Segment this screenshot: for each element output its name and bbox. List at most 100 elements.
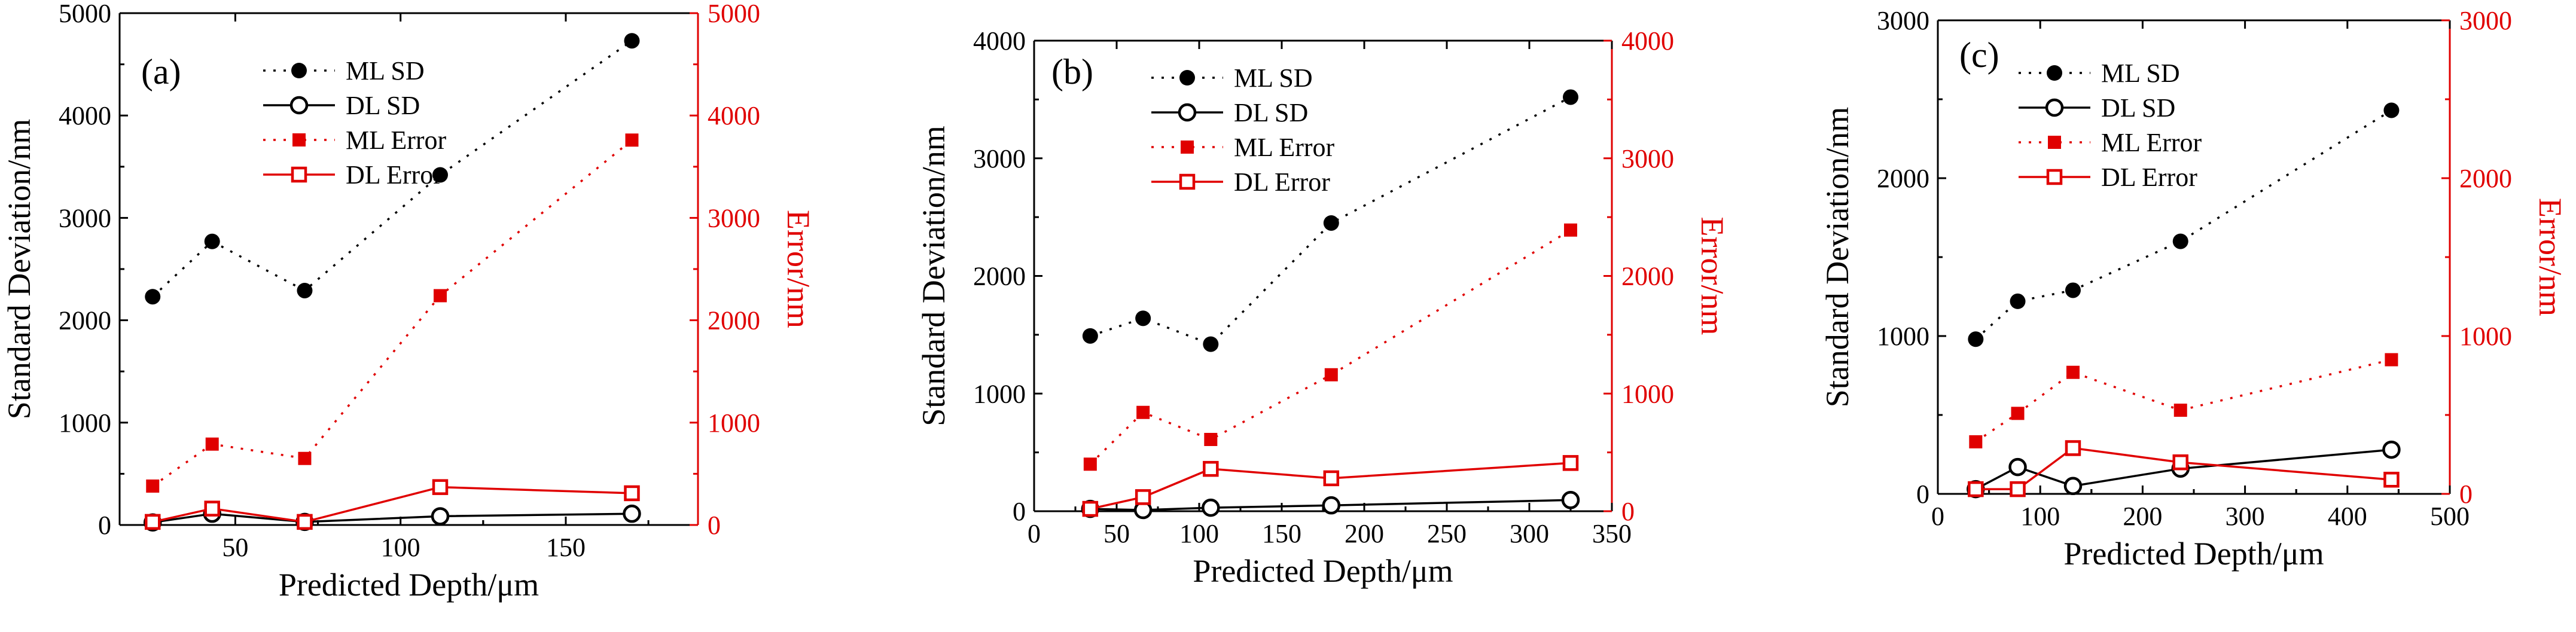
- legend-marker: [2048, 136, 2061, 149]
- data-point-ml-error: [1136, 405, 1150, 419]
- x-tick-label: 150: [546, 533, 586, 562]
- data-point-ml-sd: [1135, 310, 1151, 326]
- x-axis-title: Predicted Depth/μm: [1193, 553, 1453, 589]
- legend-label: DL Error: [346, 160, 442, 190]
- x-tick-label: 50: [222, 533, 248, 562]
- data-point-ml-sd: [2065, 282, 2081, 298]
- legend-marker: [291, 63, 307, 78]
- data-point-ml-sd: [204, 233, 220, 249]
- y-tick-label-left: 2000: [1877, 164, 1929, 193]
- data-point-ml-error: [2011, 407, 2025, 420]
- y-tick-label-left: 4000: [59, 101, 111, 130]
- data-point-dl-error: [432, 479, 449, 495]
- data-point-ml-sd: [145, 289, 161, 305]
- series-line-ml-error: [1089, 229, 1571, 465]
- data-point-dl-error: [2172, 454, 2188, 471]
- y-tick-label-right: 2000: [708, 306, 760, 335]
- data-point-dl-sd: [1202, 498, 1220, 517]
- legend-marker: [2047, 65, 2062, 81]
- legend-label: DL SD: [1234, 98, 1308, 127]
- data-point-ml-error: [1969, 435, 1983, 448]
- data-point-dl-sd: [1561, 491, 1580, 509]
- legend-marker: [2045, 98, 2064, 117]
- chart-panel-a: 50 100 150 0 0 1000 1000 2000 2000 3000 3000 4000 40…: [1, 0, 816, 603]
- data-point-ml-error: [625, 133, 639, 147]
- y-tick-label-left: 2000: [59, 306, 111, 335]
- y-axis-title-left: Standard Deviation/nm: [1, 119, 37, 419]
- data-point-ml-sd: [432, 167, 448, 183]
- data-point-dl-error: [1562, 455, 1579, 471]
- y-tick-label-right: 0: [2459, 480, 2473, 509]
- legend-label: ML Error: [346, 126, 447, 155]
- x-tick-label: 150: [1262, 519, 1301, 548]
- y-tick-label-left: 3000: [59, 203, 111, 233]
- x-tick-label: 400: [2328, 502, 2367, 531]
- x-tick-label: 500: [2430, 502, 2470, 531]
- data-point-dl-error: [624, 485, 640, 502]
- x-tick-label: 0: [1931, 502, 1944, 531]
- legend-marker: [292, 133, 306, 146]
- data-point-dl-error: [204, 500, 220, 517]
- legend-label: ML SD: [1234, 63, 1313, 93]
- data-point-ml-error: [205, 437, 219, 451]
- legend-label: DL SD: [346, 91, 420, 120]
- data-point-dl-sd: [1322, 496, 1341, 515]
- x-tick-label: 100: [381, 533, 420, 562]
- legend-label: ML Error: [1234, 133, 1335, 162]
- data-point-ml-error: [1204, 432, 1218, 446]
- legend: ML SD DL SD ML Error DL Error: [263, 56, 447, 190]
- data-point-dl-error: [1082, 500, 1099, 517]
- data-point-dl-error: [1203, 460, 1219, 477]
- data-point-ml-error: [2066, 365, 2080, 379]
- y-tick-label-right: 2000: [2459, 164, 2512, 193]
- data-point-dl-sd: [2382, 440, 2401, 459]
- y-tick-label-left: 3000: [1877, 6, 1929, 35]
- y-axis-title-right: Error/nm: [781, 210, 816, 328]
- data-point-dl-error: [2065, 440, 2081, 456]
- y-tick-label-left: 1000: [1877, 322, 1929, 351]
- x-tick-label: 0: [1028, 519, 1041, 548]
- legend-label: ML SD: [346, 56, 425, 86]
- y-tick-label-right: 3000: [708, 203, 760, 233]
- panel-label: (c): [1959, 35, 1999, 75]
- y-tick-label-right: 1000: [1621, 379, 1674, 408]
- legend-label: DL Error: [1234, 167, 1330, 197]
- legend: ML SD DL SD ML Error DL Error: [2019, 59, 2202, 192]
- y-tick-label-right: 0: [1621, 497, 1635, 526]
- legend-marker: [1179, 173, 1196, 190]
- y-tick-label-left: 0: [1013, 497, 1026, 526]
- x-axis-title: Predicted Depth/μm: [279, 567, 539, 603]
- series-line-dl-error: [152, 486, 632, 523]
- y-tick-label-right: 4000: [1621, 26, 1674, 56]
- x-tick-label: 250: [1427, 519, 1467, 548]
- y-tick-label-right: 1000: [2459, 322, 2512, 351]
- y-axis-title-right: Error/nm: [2532, 198, 2568, 316]
- data-point-ml-sd: [2383, 102, 2400, 118]
- x-tick-label: 200: [1345, 519, 1384, 548]
- data-point-dl-sd: [2063, 477, 2083, 496]
- series-line-ml-error: [1975, 358, 2392, 443]
- data-point-ml-sd: [1968, 331, 1984, 347]
- x-tick-label: 300: [2226, 502, 2265, 531]
- legend-label: DL SD: [2101, 93, 2175, 123]
- y-tick-label-right: 3000: [2459, 6, 2512, 35]
- data-point-dl-error: [297, 514, 313, 530]
- legend-marker: [2046, 169, 2063, 185]
- data-point-ml-error: [433, 289, 447, 303]
- y-tick-label-right: 0: [708, 511, 721, 540]
- data-point-ml-sd: [1203, 336, 1219, 352]
- series-line-dl-sd: [153, 512, 632, 524]
- x-tick-label: 100: [2020, 502, 2060, 531]
- data-point-dl-error: [1323, 470, 1340, 487]
- data-point-dl-error: [1135, 489, 1151, 505]
- y-tick-label-left: 5000: [59, 0, 111, 28]
- y-tick-label-right: 2000: [1621, 262, 1674, 291]
- x-tick-label: 350: [1592, 519, 1632, 548]
- data-point-dl-error: [1968, 481, 1984, 497]
- x-tick-label: 100: [1179, 519, 1219, 548]
- data-point-ml-error: [1564, 223, 1577, 237]
- y-tick-label-right: 5000: [708, 0, 760, 28]
